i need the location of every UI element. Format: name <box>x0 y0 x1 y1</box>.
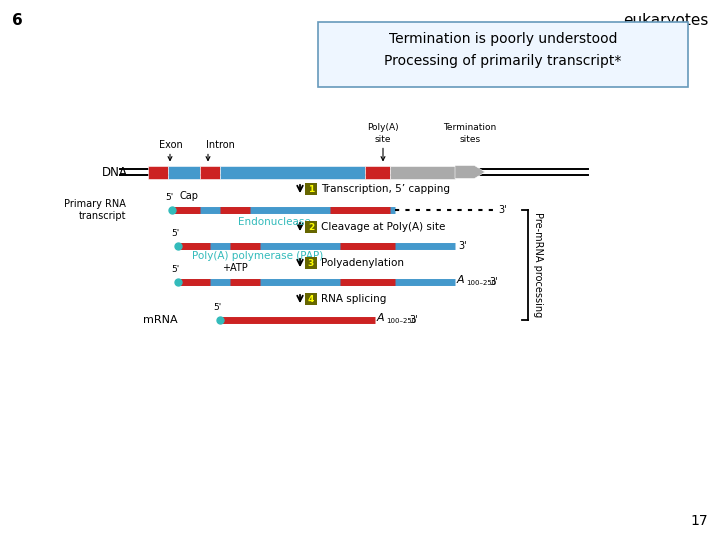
Text: 5': 5' <box>171 229 179 238</box>
Text: +ATP: +ATP <box>222 263 248 273</box>
Polygon shape <box>455 165 485 179</box>
Text: sites: sites <box>459 134 480 144</box>
Text: 3: 3 <box>308 259 314 267</box>
Text: 1: 1 <box>308 185 314 193</box>
Text: Cleavage at Poly(A) site: Cleavage at Poly(A) site <box>321 222 446 232</box>
Bar <box>305 183 317 195</box>
Text: Intron: Intron <box>206 139 235 150</box>
Bar <box>200 165 220 179</box>
Text: eukaryotes: eukaryotes <box>623 13 708 28</box>
Bar <box>365 165 390 179</box>
Bar <box>148 165 168 179</box>
Text: Endonuclease: Endonuclease <box>238 217 311 227</box>
Text: 5': 5' <box>171 265 179 274</box>
Text: 3': 3' <box>489 277 498 287</box>
Text: A: A <box>457 275 464 285</box>
Text: Exon: Exon <box>159 139 183 150</box>
Text: Termination is poorly understood: Termination is poorly understood <box>389 32 617 46</box>
Text: 2: 2 <box>308 222 314 232</box>
Text: 3': 3' <box>498 205 507 215</box>
Text: A: A <box>377 313 384 323</box>
Text: 3': 3' <box>409 315 418 325</box>
Text: 6: 6 <box>12 13 23 28</box>
Bar <box>305 221 317 233</box>
Text: DNA: DNA <box>102 165 128 179</box>
Text: 17: 17 <box>690 514 708 528</box>
Text: Transcription, 5’ capping: Transcription, 5’ capping <box>321 184 450 194</box>
Text: 100–250: 100–250 <box>386 318 416 324</box>
Bar <box>305 257 317 269</box>
Text: 5': 5' <box>165 193 173 202</box>
Text: Primary RNA: Primary RNA <box>64 199 126 209</box>
Text: Poly(A): Poly(A) <box>367 123 399 132</box>
Text: 3': 3' <box>458 241 467 251</box>
Bar <box>318 22 688 87</box>
Text: Processing of primarily transcript*: Processing of primarily transcript* <box>384 54 621 68</box>
Text: Pre-mRNA processing: Pre-mRNA processing <box>533 212 543 318</box>
Bar <box>220 165 365 179</box>
Bar <box>168 165 200 179</box>
Text: site: site <box>374 134 391 144</box>
Bar <box>305 293 317 305</box>
Text: 5': 5' <box>213 303 221 312</box>
Bar <box>390 165 455 179</box>
Text: Termination: Termination <box>444 123 497 132</box>
Text: Poly(A) polymerase (PAP): Poly(A) polymerase (PAP) <box>192 251 323 261</box>
Text: transcript: transcript <box>78 211 126 221</box>
Text: mRNA: mRNA <box>143 315 178 325</box>
Text: Cap: Cap <box>180 191 199 201</box>
Text: 4: 4 <box>308 294 314 303</box>
Text: Polyadenylation: Polyadenylation <box>321 258 404 268</box>
Text: 100–250: 100–250 <box>466 280 496 286</box>
Text: RNA splicing: RNA splicing <box>321 294 387 304</box>
